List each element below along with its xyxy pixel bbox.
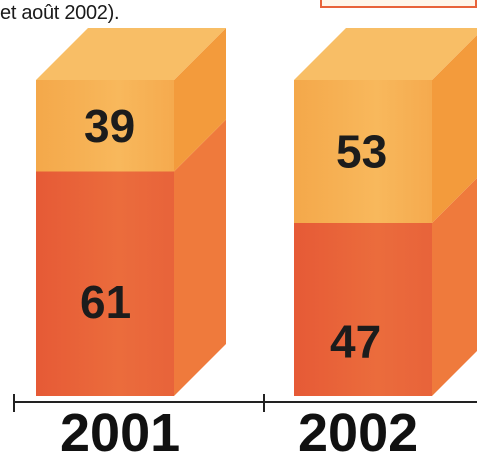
bar-segment-bottom-2002 [294, 223, 432, 396]
bar-segment-top-2001 [36, 80, 174, 172]
legend-swatch [320, 0, 477, 8]
bar-segment-top-side-2002 [432, 35, 477, 224]
x-tick-label: 2002 [298, 403, 418, 457]
data-label: 47 [330, 316, 381, 368]
bar-top-cap-2002 [294, 28, 477, 80]
bar-segment-top-2002 [294, 80, 432, 224]
bar-top-cap-2001 [36, 28, 226, 80]
bar-segment-bottom-side-2002 [432, 178, 477, 396]
data-label: 53 [336, 126, 387, 178]
data-label: 39 [84, 100, 135, 152]
data-label: 61 [80, 276, 131, 328]
x-tick-label: 2001 [60, 403, 180, 457]
bar-segment-bottom-2001 [36, 171, 174, 396]
bar-segment-top-side-2001 [174, 28, 226, 172]
caption-text: et août 2002). [0, 2, 120, 24]
bar-segment-bottom-side-2001 [174, 119, 226, 397]
